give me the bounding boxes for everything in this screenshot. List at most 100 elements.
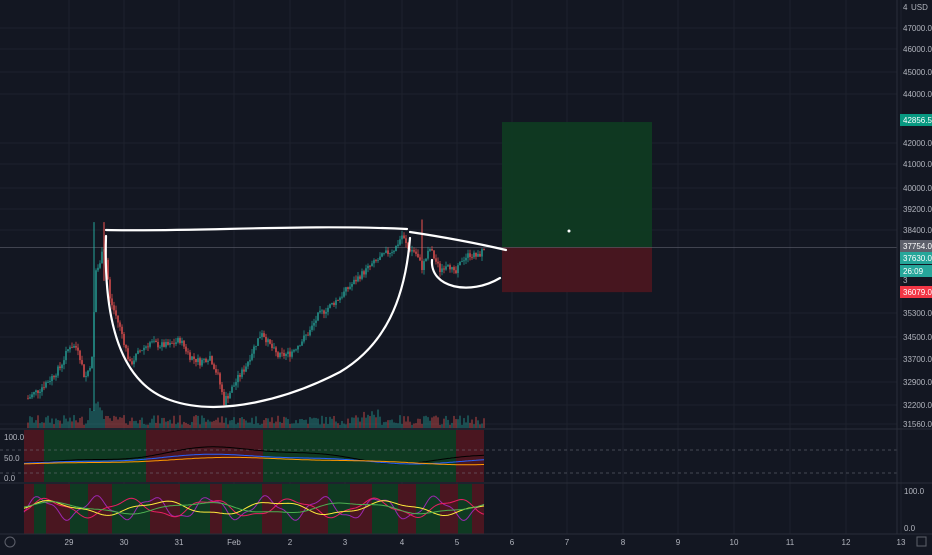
candle-body [91, 356, 93, 369]
volume-bar [213, 420, 215, 428]
indicator2-band [70, 484, 88, 534]
candle-body [141, 350, 143, 352]
candle-body [377, 259, 379, 261]
volume-bar [101, 410, 103, 428]
candle-body [41, 387, 43, 392]
candle-body [421, 260, 423, 271]
volume-bar [405, 421, 407, 428]
candle-body [373, 260, 375, 264]
volume-bar [123, 415, 125, 428]
candle-body [379, 256, 381, 260]
candle-body [53, 376, 55, 378]
candle-body [419, 257, 421, 261]
candle-body [51, 376, 53, 382]
volume-bar [195, 415, 197, 428]
candle-body [335, 300, 337, 305]
candle-body [369, 265, 371, 267]
handle-curve [430, 258, 502, 289]
candle-body [291, 351, 293, 357]
volume-bar [249, 422, 251, 428]
indicator1-tick-label: 50.0 [4, 454, 20, 463]
zone-center-dot [567, 229, 571, 233]
candle-body [333, 302, 335, 305]
volume-bar [319, 424, 321, 428]
candle-body [149, 342, 151, 347]
candle-body [473, 252, 475, 258]
volume-bar [369, 416, 371, 428]
candle-body [209, 356, 211, 361]
volume-bar [273, 423, 275, 428]
volume-bar [451, 422, 453, 428]
volume-bar [323, 423, 325, 428]
volume-bar [457, 419, 459, 428]
volume-bar [311, 418, 313, 428]
volume-bar [267, 418, 269, 428]
volume-bar [171, 423, 173, 428]
candle-body [259, 336, 261, 339]
price-tick-label: 42000.0 [903, 139, 932, 148]
time-tick-label: 6 [510, 538, 515, 547]
candle-body [179, 338, 181, 343]
volume-bar [397, 423, 399, 428]
volume-bar [99, 407, 101, 428]
candle-body [199, 358, 201, 366]
volume-bar [177, 422, 179, 428]
candle-body [413, 250, 415, 252]
volume-bar [333, 415, 335, 428]
volume-bar [133, 421, 135, 428]
candle-body [347, 287, 349, 289]
volume-bar [37, 415, 39, 428]
candle-body [67, 349, 69, 351]
candle-body [409, 248, 411, 252]
candle-body [221, 384, 223, 392]
candle-body [33, 392, 35, 395]
cup-curve [104, 234, 412, 408]
candle-body [269, 339, 271, 344]
volume-bar [477, 420, 479, 428]
volume-bar [47, 415, 49, 428]
position-zones [0, 122, 897, 293]
volume-bar [327, 424, 329, 428]
candle-body [107, 259, 109, 280]
candle-body [231, 386, 233, 393]
volume-bar [437, 417, 439, 428]
indicator1-line-blue [24, 453, 485, 465]
candle-body [437, 261, 439, 264]
volume-bar [147, 424, 149, 428]
candle-body [281, 352, 283, 354]
candle-body [159, 346, 161, 348]
volume-bar [283, 416, 285, 428]
volume-bar [367, 414, 369, 428]
volume-bar [325, 416, 327, 428]
volume-bar [45, 417, 47, 428]
price-tick-label: 45000.0 [903, 68, 932, 77]
price-tags: 42856.5 37754.0 37630.0 26:09 36079.0 3 [900, 114, 932, 298]
volume-bar [201, 415, 203, 428]
volume-bar [287, 419, 289, 428]
candle-body [285, 353, 287, 356]
volume-bar [479, 424, 481, 428]
candle-body [233, 385, 235, 387]
volume-bar [303, 419, 305, 428]
price-tick-label: 31560.0 [903, 420, 932, 429]
volume-bar [219, 422, 221, 428]
candle-body [241, 369, 243, 377]
candle-body [447, 265, 449, 267]
price-tag-take-profit [900, 114, 932, 126]
candle-body [29, 397, 31, 399]
candle-body [45, 382, 47, 388]
candle-body [147, 346, 149, 348]
candle-body [375, 260, 377, 262]
volume-bar [307, 423, 309, 428]
volume-bar [235, 424, 237, 428]
volume-bar [35, 420, 37, 428]
volume-bar [467, 415, 469, 428]
candle-body [311, 325, 313, 330]
volume-bar [435, 415, 437, 428]
candle-body [115, 310, 117, 316]
price-tick-label: 32200.0 [903, 401, 932, 410]
volume-bar [215, 419, 217, 428]
indicator2-band [472, 484, 484, 534]
